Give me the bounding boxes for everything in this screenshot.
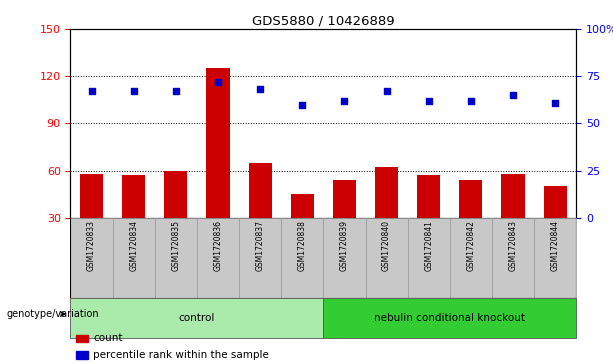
- Bar: [80, 174, 103, 218]
- Text: GSM1720836: GSM1720836: [213, 220, 223, 271]
- Bar: [197, 218, 239, 298]
- Text: GSM1720838: GSM1720838: [298, 220, 306, 271]
- Bar: [492, 218, 534, 298]
- Text: GSM1720833: GSM1720833: [87, 220, 96, 271]
- Text: GSM1720843: GSM1720843: [509, 220, 517, 271]
- Bar: [248, 163, 272, 218]
- Text: GSM1720837: GSM1720837: [256, 220, 265, 271]
- Bar: [164, 171, 188, 218]
- Text: GSM1720835: GSM1720835: [172, 220, 180, 271]
- Bar: [324, 298, 576, 338]
- Point: [213, 79, 223, 85]
- Text: count: count: [93, 334, 123, 343]
- Bar: [239, 218, 281, 298]
- Text: genotype/variation: genotype/variation: [6, 309, 99, 319]
- Text: GSM1720842: GSM1720842: [466, 220, 475, 271]
- Bar: [70, 218, 113, 298]
- Text: GSM1720841: GSM1720841: [424, 220, 433, 271]
- Text: GSM1720834: GSM1720834: [129, 220, 138, 271]
- Point: [508, 92, 518, 98]
- Point: [171, 89, 181, 94]
- Bar: [365, 218, 408, 298]
- Bar: [408, 218, 450, 298]
- Point: [129, 89, 139, 94]
- Bar: [534, 218, 576, 298]
- Bar: [281, 218, 324, 298]
- Point: [297, 102, 307, 107]
- Bar: [450, 218, 492, 298]
- Title: GDS5880 / 10426889: GDS5880 / 10426889: [252, 15, 395, 28]
- Bar: [70, 298, 324, 338]
- Point: [340, 98, 349, 104]
- Text: percentile rank within the sample: percentile rank within the sample: [93, 350, 269, 360]
- Bar: [459, 180, 482, 218]
- Bar: [501, 174, 525, 218]
- Bar: [75, 335, 88, 342]
- Text: control: control: [179, 313, 215, 323]
- Bar: [324, 218, 365, 298]
- Bar: [122, 175, 145, 218]
- Bar: [113, 218, 154, 298]
- Point: [424, 98, 433, 104]
- Text: GSM1720844: GSM1720844: [550, 220, 560, 271]
- Point: [382, 89, 392, 94]
- Text: nebulin conditional knockout: nebulin conditional knockout: [375, 313, 525, 323]
- Bar: [333, 180, 356, 218]
- Point: [86, 89, 96, 94]
- Bar: [75, 351, 88, 359]
- Point: [255, 86, 265, 92]
- Point: [466, 98, 476, 104]
- Text: GSM1720839: GSM1720839: [340, 220, 349, 271]
- Bar: [417, 175, 440, 218]
- Bar: [375, 167, 398, 218]
- Point: [550, 100, 560, 106]
- Bar: [291, 194, 314, 218]
- Text: GSM1720840: GSM1720840: [382, 220, 391, 271]
- Bar: [207, 68, 230, 218]
- Bar: [154, 218, 197, 298]
- Bar: [544, 186, 567, 218]
